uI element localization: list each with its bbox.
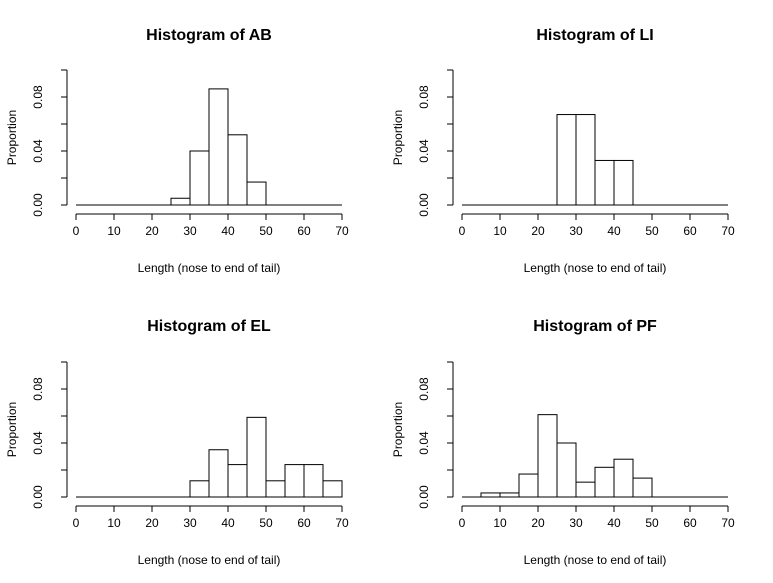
histogram-bar	[284, 464, 305, 498]
histogram-panel-3: Histogram of EL 0 10 20 30 40 50 60 70 Length (no…	[5, 318, 349, 567]
histogram-bar	[575, 481, 596, 498]
histogram-bar	[594, 466, 615, 498]
y-tick-label: 0.08	[417, 85, 431, 109]
x-tick-label: 0	[459, 516, 466, 530]
x-axis-label: Length (nose to end of tail)	[138, 553, 281, 567]
y-tick-label: 0.08	[31, 377, 45, 401]
histogram-bar	[208, 449, 229, 498]
x-axis-label: Length (nose to end of tail)	[138, 261, 281, 275]
x-tick-label: 60	[297, 516, 311, 530]
histogram-bar	[480, 492, 501, 498]
histogram-bar	[613, 458, 634, 498]
y-tick-label: 0.04	[31, 139, 45, 163]
x-tick-label: 40	[221, 516, 235, 530]
chart-title: Histogram of AB	[146, 27, 272, 44]
x-axis-label: Length (nose to end of tail)	[524, 261, 667, 275]
histogram-bar	[499, 492, 520, 498]
x-tick-label: 10	[107, 224, 121, 238]
chart-title: Histogram of PF	[533, 318, 657, 335]
x-tick-label: 60	[297, 224, 311, 238]
x-tick-label: 70	[721, 516, 735, 530]
x-tick-label: 60	[683, 224, 697, 238]
histogram-bar	[575, 114, 596, 206]
y-tick-label: 0.04	[417, 139, 431, 163]
histogram-bar	[246, 416, 267, 498]
x-tick-label: 50	[645, 516, 659, 530]
y-axis-label: Proportion	[391, 110, 405, 165]
x-tick-label: 20	[145, 516, 159, 530]
chart-title: Histogram of EL	[147, 318, 271, 335]
x-tick-label: 50	[259, 516, 273, 530]
x-tick-label: 20	[531, 516, 545, 530]
x-tick-label: 30	[569, 516, 583, 530]
y-tick-label: 0.00	[31, 193, 45, 217]
x-tick-label: 40	[607, 516, 621, 530]
histogram-bar	[227, 464, 248, 498]
x-tick-label: 50	[645, 224, 659, 238]
x-tick-label: 0	[73, 516, 80, 530]
histogram-panel-2: Histogram of LI 0 10 20 30 40 50 60 70 Length (no…	[391, 27, 735, 275]
x-tick-label: 20	[531, 224, 545, 238]
histogram-bar	[322, 480, 343, 498]
x-tick-label: 30	[569, 224, 583, 238]
chart-title: Histogram of LI	[536, 27, 653, 44]
histogram-bar	[246, 181, 267, 206]
histogram-bar	[594, 159, 615, 206]
x-tick-label: 30	[183, 224, 197, 238]
histogram-bar	[170, 197, 191, 206]
y-tick-label: 0.08	[417, 377, 431, 401]
y-tick-label: 0.00	[417, 193, 431, 217]
y-tick-label: 0.00	[31, 485, 45, 509]
x-tick-label: 0	[73, 224, 80, 238]
x-tick-label: 60	[683, 516, 697, 530]
y-tick-label: 0.00	[417, 485, 431, 509]
histogram-bar	[227, 134, 248, 206]
x-tick-label: 0	[459, 224, 466, 238]
x-tick-label: 20	[145, 224, 159, 238]
histogram-panel-4: Histogram of PF 0 10 20 30 40 50 60 70 Length (no…	[391, 318, 735, 567]
histogram-bar	[537, 414, 558, 498]
x-tick-label: 70	[335, 224, 349, 238]
y-tick-label: 0.04	[417, 431, 431, 455]
x-tick-label: 40	[607, 224, 621, 238]
histogram-bar	[189, 480, 210, 498]
x-tick-label: 40	[221, 224, 235, 238]
x-axis-label: Length (nose to end of tail)	[524, 553, 667, 567]
y-axis-label: Proportion	[5, 110, 19, 165]
histogram-bar	[518, 473, 539, 498]
histogram-bar	[632, 477, 653, 498]
histogram-bar	[189, 150, 210, 206]
x-tick-label: 10	[107, 516, 121, 530]
x-tick-label: 70	[335, 516, 349, 530]
x-tick-label: 50	[259, 224, 273, 238]
y-tick-label: 0.08	[31, 85, 45, 109]
x-tick-label: 10	[493, 516, 507, 530]
x-tick-label: 10	[493, 224, 507, 238]
y-axis-label: Proportion	[391, 402, 405, 457]
x-tick-label: 30	[183, 516, 197, 530]
histogram-bar	[556, 114, 577, 206]
histogram-bar	[613, 159, 634, 206]
histogram-panel-1: Histogram of AB 0 10 20 30 40 50 60 70 Length (no…	[5, 27, 349, 275]
histogram-bar	[265, 480, 286, 498]
histogram-bar	[556, 442, 577, 498]
y-tick-label: 0.04	[31, 431, 45, 455]
x-tick-label: 70	[721, 224, 735, 238]
y-axis-label: Proportion	[5, 402, 19, 457]
histogram-bar	[303, 464, 324, 498]
histogram-bar	[208, 88, 229, 206]
